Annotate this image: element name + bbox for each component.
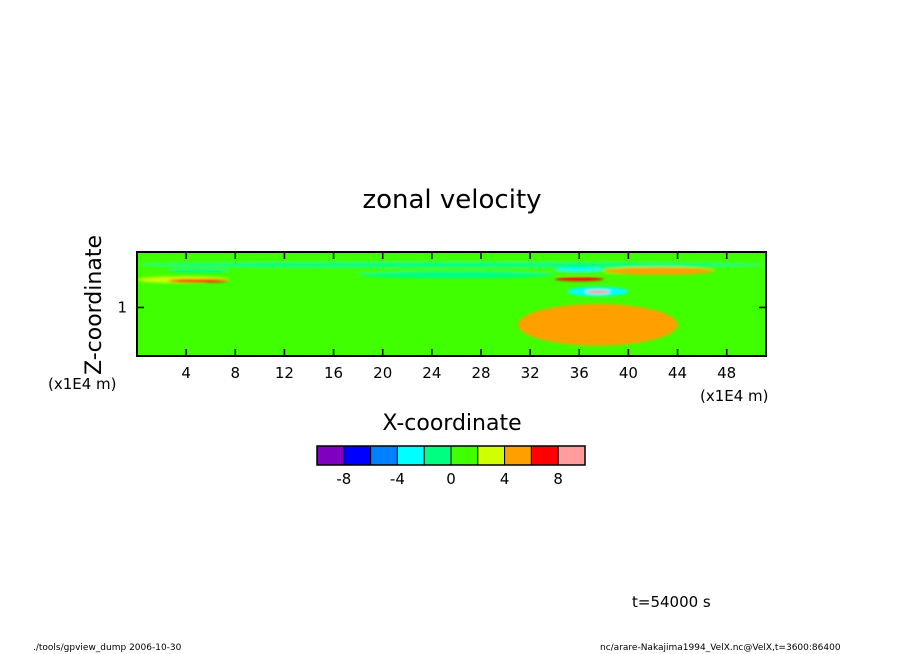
colorbar-swatch <box>477 445 506 466</box>
plot-area <box>136 251 767 357</box>
field-region <box>554 267 604 272</box>
x-tick-label: 20 <box>373 364 392 382</box>
plot-frame <box>136 251 767 357</box>
colorbar-tick-label: -8 <box>336 470 351 488</box>
footer-left-note: ./tools/gpview_dump 2006-10-30 <box>33 643 182 653</box>
x-tick-label: 28 <box>471 364 490 382</box>
x-unit-label: (x1E4 m) <box>700 387 769 405</box>
colorbar-ticks: -8 -4 0 4 8 <box>336 470 563 488</box>
colorbar-swatch <box>370 445 398 466</box>
y-unit-label: (x1E4 m) <box>48 375 117 393</box>
x-tick-label: 12 <box>275 364 294 382</box>
x-axis: 4 8 12 16 20 24 28 32 36 40 44 48 <box>181 252 736 382</box>
colorbar <box>316 445 586 466</box>
field-region <box>167 268 230 273</box>
field-region <box>137 349 766 356</box>
y-axis-label: Z-coordinate <box>82 235 107 375</box>
field-region <box>585 290 610 294</box>
colorbar-swatch <box>557 445 586 466</box>
field-region <box>603 267 715 275</box>
chart-title: zonal velocity <box>362 185 541 215</box>
colorbar-tick-label: 8 <box>553 470 563 488</box>
x-tick-label: 36 <box>570 364 589 382</box>
colorbar-tick-label: 0 <box>446 470 456 488</box>
colorbar-swatch <box>316 445 345 466</box>
colorbar-tick-label: 4 <box>500 470 510 488</box>
x-axis-label: X-coordinate <box>382 411 521 436</box>
colorbar-swatch <box>396 445 425 466</box>
x-tick-label: 32 <box>521 364 540 382</box>
x-tick-label: 4 <box>181 364 191 382</box>
x-tick-label: 8 <box>231 364 241 382</box>
colorbar-swatch <box>504 445 532 466</box>
velocity-field <box>137 252 766 356</box>
x-tick-label: 44 <box>668 364 687 382</box>
colorbar-tick-label: -4 <box>390 470 405 488</box>
x-tick-label: 48 <box>717 364 736 382</box>
footer-right-note: nc/arare-Nakajima1994_VelX.nc@VelX,t=360… <box>600 643 841 653</box>
colorbar-swatch <box>343 445 372 466</box>
y-tick-label: 1 <box>117 298 127 316</box>
colorbar-frame <box>316 445 586 466</box>
field-region <box>517 304 678 346</box>
field-region <box>358 271 555 279</box>
time-label: t=54000 s <box>632 593 711 611</box>
x-tick-label: 40 <box>619 364 638 382</box>
colorbar-swatch <box>530 445 559 466</box>
field-region <box>167 279 230 283</box>
colorbar-swatch <box>423 445 452 466</box>
field-region <box>137 262 766 268</box>
y-axis: 1 <box>117 298 766 316</box>
colorbar-swatch <box>450 445 479 466</box>
x-tick-label: 16 <box>324 364 343 382</box>
x-tick-label: 24 <box>422 364 441 382</box>
field-region <box>554 276 604 282</box>
